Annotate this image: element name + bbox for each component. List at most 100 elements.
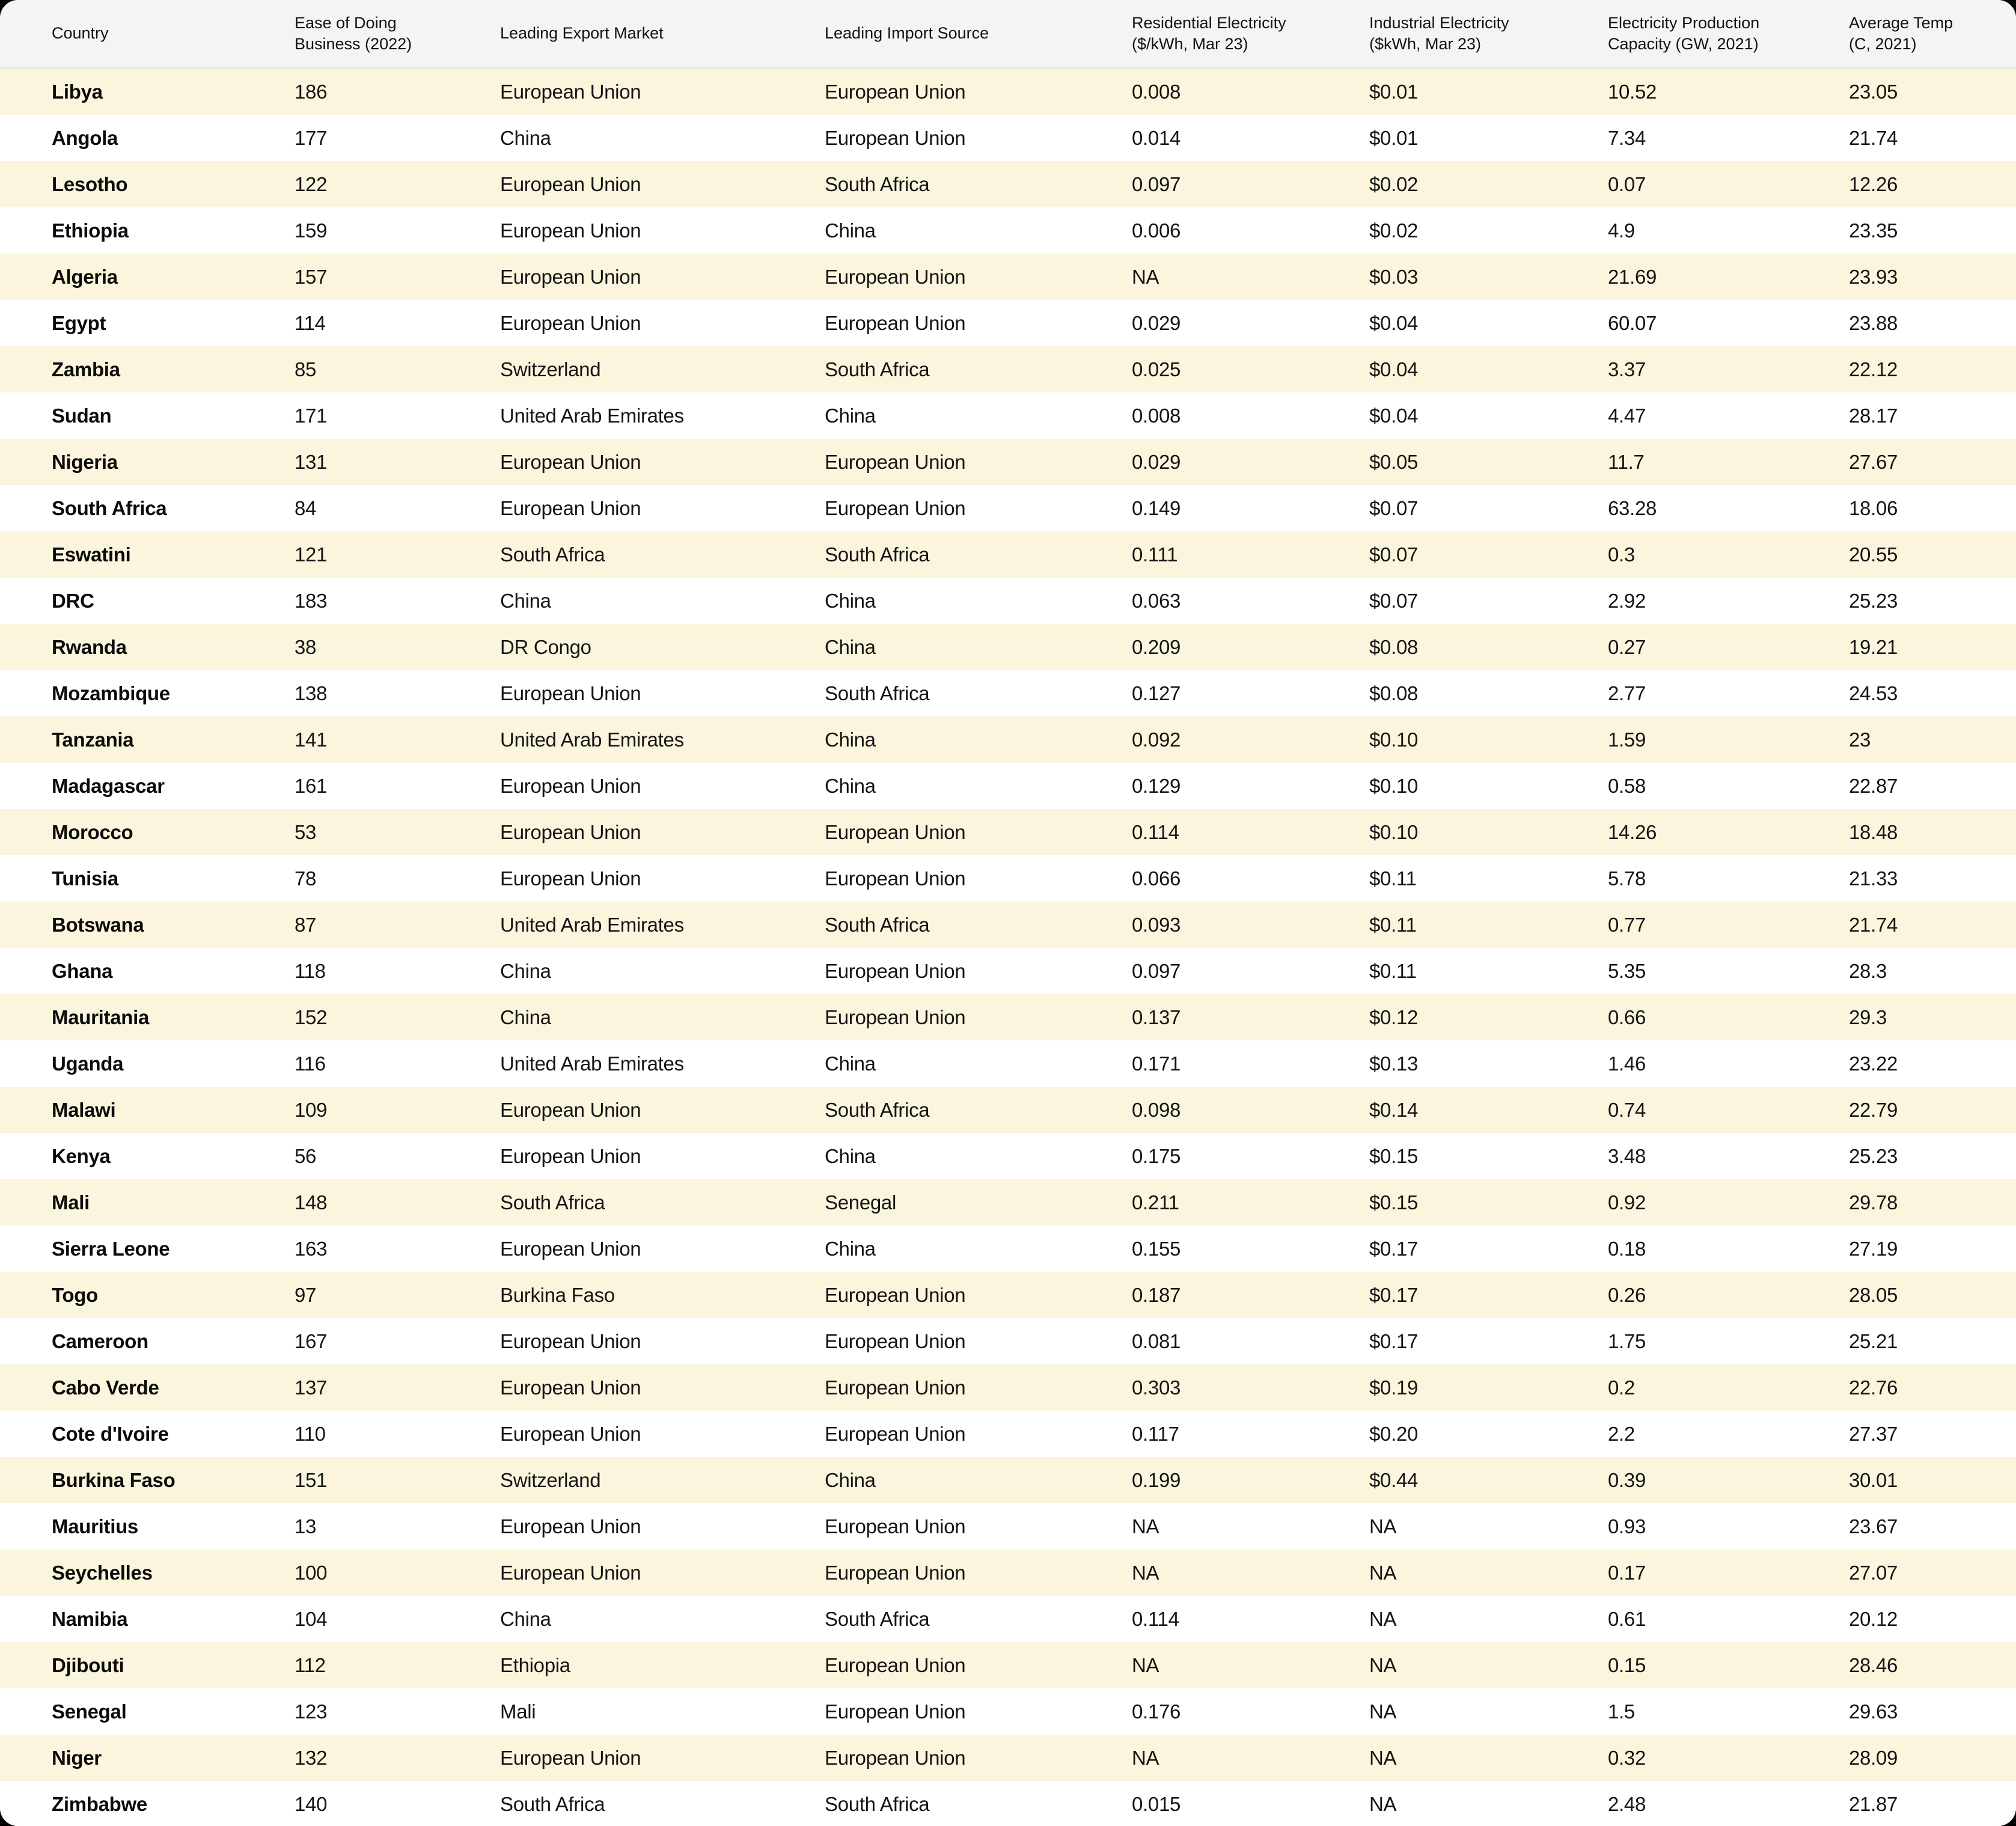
cell-ease-of-doing-business: 157 xyxy=(295,265,328,288)
cell-industrial-electricity: $0.11 xyxy=(1369,867,1417,890)
cell-industrial-electricity: $0.14 xyxy=(1369,1098,1419,1121)
cell-leading-import-source: China xyxy=(825,728,876,751)
table-row: Ghana 118 China European Union 0.097 $0.11 5.3… xyxy=(0,948,2016,994)
cell-ease-of-doing-business: 109 xyxy=(295,1098,328,1121)
cell-ease-of-doing-business: 132 xyxy=(295,1746,328,1769)
cell-electricity-production-capacity: 0.74 xyxy=(1608,1098,1646,1121)
cell-industrial-electricity: $0.11 xyxy=(1369,959,1417,982)
cell-ease-of-doing-business: 167 xyxy=(295,1330,328,1352)
cell-industrial-electricity: $0.10 xyxy=(1369,728,1419,751)
cell-residential-electricity: 0.199 xyxy=(1132,1468,1181,1491)
cell-electricity-production-capacity: 3.37 xyxy=(1608,358,1646,380)
cell-industrial-electricity: $0.04 xyxy=(1369,311,1419,334)
cell-average-temp: 25.21 xyxy=(1849,1330,1898,1352)
cell-electricity-production-capacity: 0.26 xyxy=(1608,1283,1646,1306)
cell-average-temp: 21.87 xyxy=(1849,1792,1898,1815)
cell-leading-import-source: China xyxy=(825,1468,876,1491)
table-row: Mozambique 138 European Union South Africa 0… xyxy=(0,670,2016,716)
cell-ease-of-doing-business: 110 xyxy=(295,1422,326,1445)
cell-country: Eswatini xyxy=(52,543,131,566)
cell-residential-electricity: 0.149 xyxy=(1132,496,1181,519)
cell-residential-electricity: 0.117 xyxy=(1132,1422,1179,1445)
cell-leading-export-market: European Union xyxy=(500,820,641,843)
cell-leading-export-market: European Union xyxy=(500,496,641,519)
cell-industrial-electricity: $0.04 xyxy=(1369,404,1419,427)
cell-leading-export-market: European Union xyxy=(500,1098,641,1121)
cell-ease-of-doing-business: 100 xyxy=(295,1561,328,1584)
table-row: Algeria 157 European Union European Union NA… xyxy=(0,254,2016,300)
cell-average-temp: 21.74 xyxy=(1849,126,1898,149)
cell-leading-import-source: China xyxy=(825,1144,876,1167)
cell-residential-electricity: NA xyxy=(1132,265,1159,288)
cell-electricity-production-capacity: 1.46 xyxy=(1608,1052,1646,1075)
table-row: Ethiopia 159 European Union China 0.006 $0.02… xyxy=(0,207,2016,254)
table-row: Niger 132 European Union European Union NA NA… xyxy=(0,1735,2016,1781)
cell-residential-electricity: 0.029 xyxy=(1132,450,1181,473)
cell-country: Uganda xyxy=(52,1052,124,1075)
table-row: Sudan 171 United Arab Emirates China 0.008 $0… xyxy=(0,392,2016,439)
table-row: Cameroon 167 European Union European Union 0… xyxy=(0,1318,2016,1364)
cell-leading-export-market: United Arab Emirates xyxy=(500,1052,684,1075)
cell-ease-of-doing-business: 53 xyxy=(295,820,317,843)
cell-country: Mali xyxy=(52,1191,90,1214)
cell-residential-electricity: 0.015 xyxy=(1132,1792,1181,1815)
cell-country: Nigeria xyxy=(52,450,118,473)
cell-leading-export-market: DR Congo xyxy=(500,635,591,658)
cell-leading-export-market: Burkina Faso xyxy=(500,1283,615,1306)
cell-average-temp: 28.3 xyxy=(1849,959,1887,982)
cell-ease-of-doing-business: 87 xyxy=(295,913,317,936)
table-row: Nigeria 131 European Union European Union 0.… xyxy=(0,439,2016,485)
cell-average-temp: 22.79 xyxy=(1849,1098,1898,1121)
cell-average-temp: 28.05 xyxy=(1849,1283,1898,1306)
cell-average-temp: 29.3 xyxy=(1849,1006,1887,1028)
cell-residential-electricity: 0.111 xyxy=(1132,543,1178,566)
cell-electricity-production-capacity: 63.28 xyxy=(1608,496,1657,519)
cell-industrial-electricity: $0.04 xyxy=(1369,358,1419,380)
cell-average-temp: 22.12 xyxy=(1849,358,1898,380)
cell-leading-import-source: China xyxy=(825,404,876,427)
cell-country: Cameroon xyxy=(52,1330,148,1352)
cell-leading-export-market: China xyxy=(500,126,551,149)
cell-industrial-electricity: NA xyxy=(1369,1792,1397,1815)
cell-electricity-production-capacity: 0.58 xyxy=(1608,774,1646,797)
cell-leading-import-source: European Union xyxy=(825,1330,966,1352)
cell-average-temp: 24.53 xyxy=(1849,682,1898,704)
cell-leading-export-market: European Union xyxy=(500,1515,641,1537)
cell-leading-export-market: China xyxy=(500,589,551,612)
cell-industrial-electricity: $0.17 xyxy=(1369,1237,1419,1260)
cell-electricity-production-capacity: 0.3 xyxy=(1608,543,1635,566)
cell-electricity-production-capacity: 0.32 xyxy=(1608,1746,1646,1769)
cell-average-temp: 27.07 xyxy=(1849,1561,1898,1584)
table-row: Lesotho 122 European Union South Africa 0.09… xyxy=(0,161,2016,207)
cell-industrial-electricity: $0.44 xyxy=(1369,1468,1419,1491)
cell-industrial-electricity: $0.12 xyxy=(1369,1006,1419,1028)
column-header-electricity-production-capacity: Electricity Production Capacity (GW, 202… xyxy=(1608,0,1849,69)
column-header-label: Residential Electricity ($/kWh, Mar 23) xyxy=(1132,13,1286,53)
cell-residential-electricity: NA xyxy=(1132,1653,1159,1676)
cell-electricity-production-capacity: 2.48 xyxy=(1608,1792,1646,1815)
cell-ease-of-doing-business: 152 xyxy=(295,1006,328,1028)
cell-industrial-electricity: NA xyxy=(1369,1607,1397,1630)
cell-ease-of-doing-business: 122 xyxy=(295,173,328,195)
cell-average-temp: 30.01 xyxy=(1849,1468,1898,1491)
cell-residential-electricity: 0.127 xyxy=(1132,682,1181,704)
cell-country: Senegal xyxy=(52,1700,127,1723)
cell-average-temp: 19.21 xyxy=(1849,635,1898,658)
table-row: Kenya 56 European Union China 0.175 $0.15 3.48… xyxy=(0,1133,2016,1179)
cell-average-temp: 23.67 xyxy=(1849,1515,1898,1537)
cell-industrial-electricity: $0.07 xyxy=(1369,543,1419,566)
cell-ease-of-doing-business: 104 xyxy=(295,1607,328,1630)
cell-leading-import-source: European Union xyxy=(825,959,966,982)
cell-industrial-electricity: $0.08 xyxy=(1369,635,1419,658)
cell-residential-electricity: 0.025 xyxy=(1132,358,1181,380)
cell-residential-electricity: 0.063 xyxy=(1132,589,1181,612)
cell-residential-electricity: 0.066 xyxy=(1132,867,1181,890)
cell-leading-import-source: European Union xyxy=(825,1700,966,1723)
cell-industrial-electricity: $0.08 xyxy=(1369,682,1419,704)
cell-country: Mauritania xyxy=(52,1006,150,1028)
cell-leading-export-market: European Union xyxy=(500,1144,641,1167)
table-row: South Africa 84 European Union European Uni… xyxy=(0,485,2016,531)
cell-electricity-production-capacity: 0.39 xyxy=(1608,1468,1646,1491)
column-header-label: Electricity Production Capacity (GW, 202… xyxy=(1608,13,1760,53)
